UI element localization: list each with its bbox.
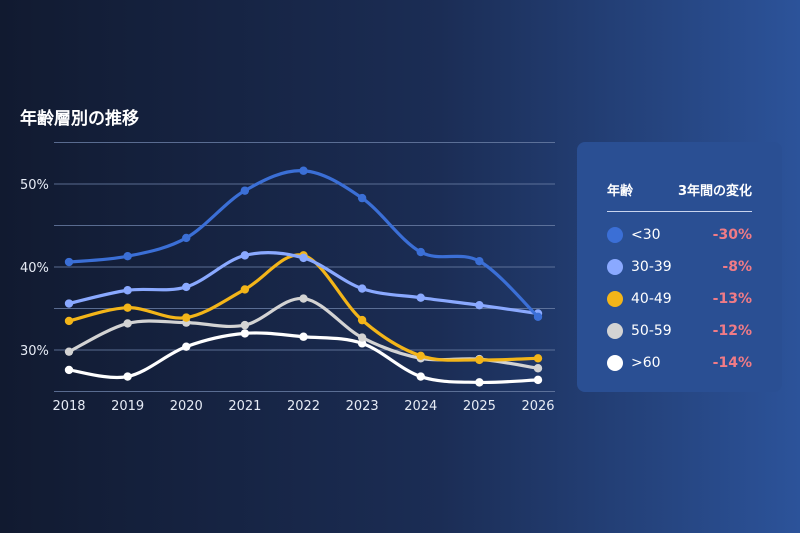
legend-item: >60 -14% (607, 353, 752, 373)
legend-item: <30 -30% (607, 225, 752, 245)
legend-change-value: -8% (722, 259, 752, 275)
data-point (240, 329, 250, 338)
data-point (123, 319, 132, 328)
chart-title: 年齢層別の推移 (20, 109, 139, 129)
data-point (475, 256, 484, 266)
data-point (240, 320, 250, 330)
legend-item: 50-59 -12% (607, 321, 752, 341)
data-point (240, 251, 250, 260)
data-point (182, 342, 191, 351)
y-tick-label: 50% (20, 178, 49, 193)
legend-label: <30 (631, 227, 661, 243)
data-point (240, 186, 250, 195)
data-point (240, 285, 250, 294)
data-point (123, 303, 132, 312)
data-point (64, 347, 74, 356)
data-point (64, 316, 74, 326)
data-point (416, 247, 425, 257)
series-40-49 (64, 251, 543, 365)
x-tick-label: 2026 (521, 399, 554, 414)
legend-swatch-icon (607, 259, 623, 275)
data-point (357, 315, 367, 325)
legend-swatch-icon (607, 227, 623, 243)
y-axis-ticks: 30% 40% 50% (20, 178, 49, 359)
legend-item: 30-39 -8% (607, 257, 752, 277)
data-point (416, 351, 425, 361)
x-tick-label: 2025 (463, 399, 496, 414)
data-point (299, 332, 308, 341)
legend-header: 年齢 3年間の変化 (607, 180, 752, 212)
x-tick-label: 2018 (52, 399, 85, 414)
x-tick-label: 2021 (228, 399, 261, 414)
legend-label: 40-49 (631, 291, 672, 307)
data-point (64, 257, 74, 267)
legend-item: 40-49 -13% (607, 289, 752, 309)
x-axis-ticks: 2018 2019 2020 2021 2022 2023 2024 2025 2026 (52, 399, 554, 414)
x-tick-label: 2024 (404, 399, 437, 414)
data-point (64, 299, 74, 308)
legend-header-change: 3年間の変化 (677, 184, 752, 199)
series-line (67, 169, 540, 319)
data-point (533, 375, 543, 385)
legend-change-value: -12% (712, 323, 752, 339)
data-point (123, 252, 132, 261)
y-tick-label: 40% (20, 261, 49, 276)
data-point (299, 294, 308, 303)
legend-panel: 年齢 3年間の変化 <30 -30% 30-39 -8% 40-49 -13% 50-59 -… (577, 142, 782, 392)
data-point (299, 166, 308, 175)
data-point (357, 339, 367, 348)
data-point (416, 293, 425, 302)
legend-swatch-icon (607, 355, 623, 371)
data-point (182, 233, 191, 243)
data-point (357, 193, 367, 203)
legend-header-group: 年齢 (607, 184, 634, 199)
legend-label: 50-59 (631, 323, 672, 339)
legend-swatch-icon (607, 291, 623, 307)
legend-change-value: -14% (712, 355, 752, 371)
legend-change-value: -13% (712, 291, 752, 307)
legend-swatch-icon (607, 323, 623, 339)
data-point (533, 354, 543, 363)
series-lines (64, 166, 543, 387)
data-point (357, 284, 367, 293)
data-point (475, 300, 484, 310)
x-tick-label: 2023 (346, 399, 379, 414)
data-point (299, 253, 308, 263)
series-<30 (64, 166, 543, 321)
x-tick-label: 2020 (170, 399, 203, 414)
grid-lines (54, 142, 555, 392)
legend-change-value: -30% (712, 227, 752, 243)
data-point (357, 333, 367, 342)
series-line (67, 253, 540, 362)
data-point (182, 282, 191, 292)
series->60 (64, 329, 543, 387)
legend-label: 30-39 (631, 259, 672, 275)
x-tick-label: 2022 (287, 399, 320, 414)
data-point (475, 378, 484, 387)
data-point (64, 365, 74, 375)
y-tick-label: 30% (20, 344, 49, 359)
data-point (475, 355, 484, 365)
data-point (123, 286, 132, 295)
data-point (416, 372, 425, 381)
data-point (533, 312, 543, 321)
legend-label: >60 (631, 355, 661, 371)
x-tick-label: 2019 (111, 399, 144, 414)
data-point (123, 372, 132, 381)
data-point (182, 313, 191, 322)
data-point (533, 364, 543, 373)
